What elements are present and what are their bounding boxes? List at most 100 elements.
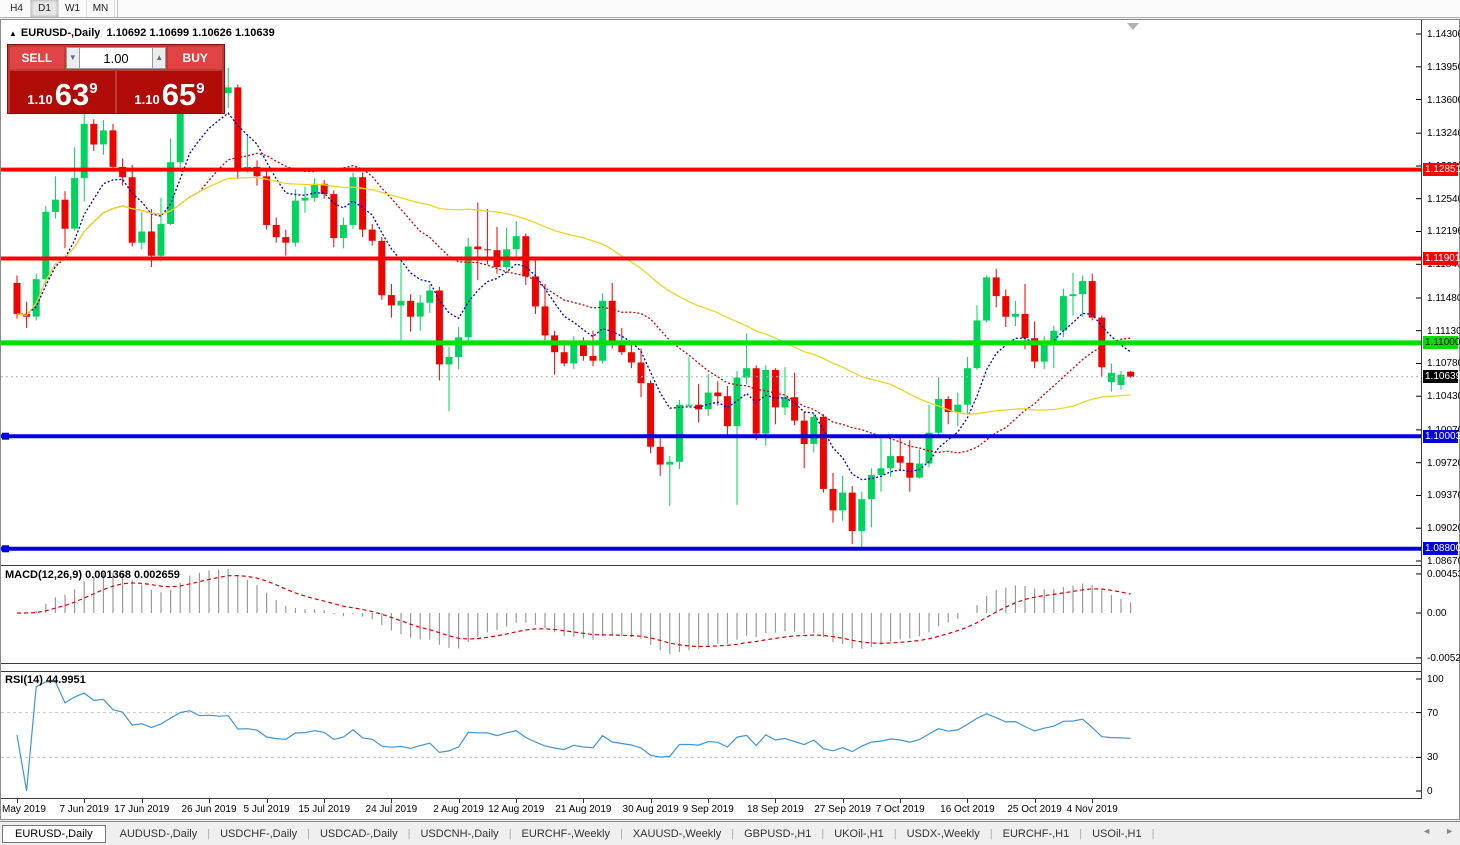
- sell-price-big: 63: [54, 77, 90, 112]
- panel-divider[interactable]: [1, 671, 1459, 672]
- panel-divider[interactable]: [1, 565, 1459, 566]
- time-axis-tick: [266, 799, 268, 803]
- chart-tab-eurusddaily[interactable]: EURUSD-,Daily: [2, 824, 106, 843]
- price-axis: 1.143001.139501.136001.132401.128901.125…: [1422, 20, 1460, 799]
- buy-price-big: 65: [161, 77, 197, 112]
- chart-tab-eurchfweekly[interactable]: EURCHF-,Weekly: [521, 827, 610, 840]
- panel-divider[interactable]: [1, 663, 1459, 664]
- price-level-badge: 1.10003: [1423, 429, 1460, 443]
- tab-scroll-left-icon[interactable]: ◄: [1422, 826, 1432, 836]
- time-axis-label: 29 May 2019: [0, 804, 46, 815]
- time-axis-label: 2 Aug 2019: [433, 804, 484, 815]
- scroll-to-end-icon[interactable]: [1127, 23, 1139, 30]
- time-axis-label: 26 Jun 2019: [181, 804, 237, 815]
- toolbar-separator: [117, 0, 118, 17]
- time-axis-tick: [708, 799, 710, 803]
- volume-input[interactable]: [80, 47, 153, 69]
- chart-tab-usdchfdaily[interactable]: USDCHF-,Daily: [220, 827, 298, 840]
- time-axis-tick: [391, 799, 393, 803]
- rsi-svg: [1, 678, 1421, 792]
- time-axis-label: 17 Jun 2019: [114, 804, 170, 815]
- chart-tab-usoilh1[interactable]: USOil-,H1: [1092, 827, 1142, 840]
- price-tick-label: 1.08670: [1427, 555, 1460, 567]
- time-axis-label: 5 Jul 2019: [243, 804, 290, 815]
- price-tick-label: 1.13240: [1427, 128, 1460, 140]
- time-axis-label: 27 Sep 2019: [814, 804, 871, 815]
- chart-tab-xauusdweekly[interactable]: XAUUSD-,Weekly: [632, 827, 722, 840]
- macd-panel: [1, 567, 1421, 663]
- time-axis-tick: [516, 799, 518, 803]
- time-axis-tick: [324, 799, 326, 803]
- time-axis-tick: [900, 799, 902, 803]
- price-tick-label: 1.11480: [1427, 292, 1460, 304]
- time-axis-tick: [583, 799, 585, 803]
- time-axis-tick: [842, 799, 844, 803]
- price-tick-label: 1.13950: [1427, 61, 1460, 73]
- symbol-label: EURUSD-,Daily: [20, 27, 101, 39]
- chart-tab-bar: EURUSD-,Daily AUDUSD-,Daily | USDCHF-,Daily…: [0, 821, 1460, 845]
- time-axis-label: 9 Sep 2019: [682, 804, 734, 815]
- timeframe-button-d1[interactable]: D1: [31, 0, 59, 17]
- tab-separator: |: [1079, 827, 1083, 840]
- sell-price-prefix: 1.10: [27, 92, 53, 107]
- macd-label: MACD(12,26,9) 0.001368 0.002659: [5, 569, 180, 581]
- price-level-badge: 1.11901: [1423, 252, 1460, 266]
- price-level-badge: 1.10639: [1423, 370, 1460, 384]
- time-axis-tick: [650, 799, 652, 803]
- price-tick-label: 1.12540: [1427, 193, 1460, 205]
- price-tick-label: 1.12190: [1427, 226, 1460, 238]
- time-axis-tick: [967, 799, 969, 803]
- price-tick-label: 1.09020: [1427, 523, 1460, 535]
- chart-tab-ukoilh1[interactable]: UKOil-,H1: [834, 827, 884, 840]
- timeframe-button-w1[interactable]: W1: [59, 0, 87, 17]
- tab-separator: |: [207, 827, 211, 840]
- chart-tab-usdcnhdaily[interactable]: USDCNH-,Daily: [420, 827, 499, 840]
- rsi-tick-label: 70: [1427, 707, 1439, 719]
- tab-separator: |: [619, 827, 623, 840]
- tab-scroll-right-icon[interactable]: ►: [1445, 826, 1454, 836]
- chart-tab-usdcaddaily[interactable]: USDCAD-,Daily: [319, 827, 398, 840]
- macd-svg: [17, 568, 1421, 659]
- price-tick-label: 1.09720: [1427, 457, 1460, 469]
- chart-tab-usdxweekly[interactable]: USDX-,Weekly: [906, 827, 980, 840]
- time-axis-label: 12 Aug 2019: [488, 804, 545, 815]
- chart-tab-eurchfh1[interactable]: EURCHF-,H1: [1002, 827, 1070, 840]
- rsi-tick-label: 100: [1427, 674, 1444, 685]
- symbol-collapse-icon[interactable]: ▲: [9, 29, 17, 38]
- buy-price-tile[interactable]: 1.10 65 9: [117, 71, 222, 113]
- tab-separator: |: [821, 827, 825, 840]
- buy-price-sup: 9: [196, 80, 205, 97]
- timeframe-toolbar: H4 D1 W1 MN: [0, 0, 1460, 18]
- macd-tick-label: 0.004536: [1427, 568, 1460, 580]
- time-axis-tick: [1034, 799, 1036, 803]
- price-axis-border: [1421, 20, 1422, 798]
- time-axis-tick: [17, 799, 18, 803]
- sell-price-tile[interactable]: 1.10 63 9: [10, 71, 115, 113]
- ohlc-values: 1.10692 1.10699 1.10626 1.10639: [106, 27, 275, 39]
- rsi-tick-label: 30: [1427, 752, 1439, 764]
- tab-separator: |: [407, 827, 411, 840]
- buy-price-prefix: 1.10: [134, 92, 160, 107]
- time-axis-label: 24 Jul 2019: [365, 804, 418, 815]
- price-level-badge: 1.12851: [1423, 163, 1460, 177]
- chart-tab-gbpusdh1[interactable]: GBPUSD-,H1: [744, 827, 812, 840]
- macd-tick-label: -0.00520: [1427, 652, 1460, 664]
- rsi-panel: [1, 672, 1421, 798]
- volume-decrease-button[interactable]: ▼: [65, 47, 81, 69]
- time-axis-label: 7 Oct 2019: [875, 804, 925, 815]
- buy-button[interactable]: BUY: [168, 47, 223, 69]
- sell-button[interactable]: SELL: [10, 47, 64, 69]
- time-axis-label: 15 Jul 2019: [298, 804, 351, 815]
- time-axis-label: 30 Aug 2019: [622, 804, 679, 815]
- time-axis-tick: [84, 799, 86, 803]
- volume-increase-button[interactable]: ▲: [152, 47, 167, 69]
- tab-separator: |: [893, 827, 897, 840]
- timeframe-button-h4[interactable]: H4: [3, 0, 31, 17]
- time-axis-tick: [775, 799, 777, 803]
- rsi-tick-label: 0: [1427, 786, 1433, 797]
- timeframe-button-mn[interactable]: MN: [87, 0, 115, 17]
- tab-separator: |: [307, 827, 310, 840]
- chart-tab-audusddaily[interactable]: AUDUSD-,Daily: [119, 827, 198, 840]
- time-axis-tick: [209, 799, 210, 803]
- time-axis-tick: [141, 799, 143, 803]
